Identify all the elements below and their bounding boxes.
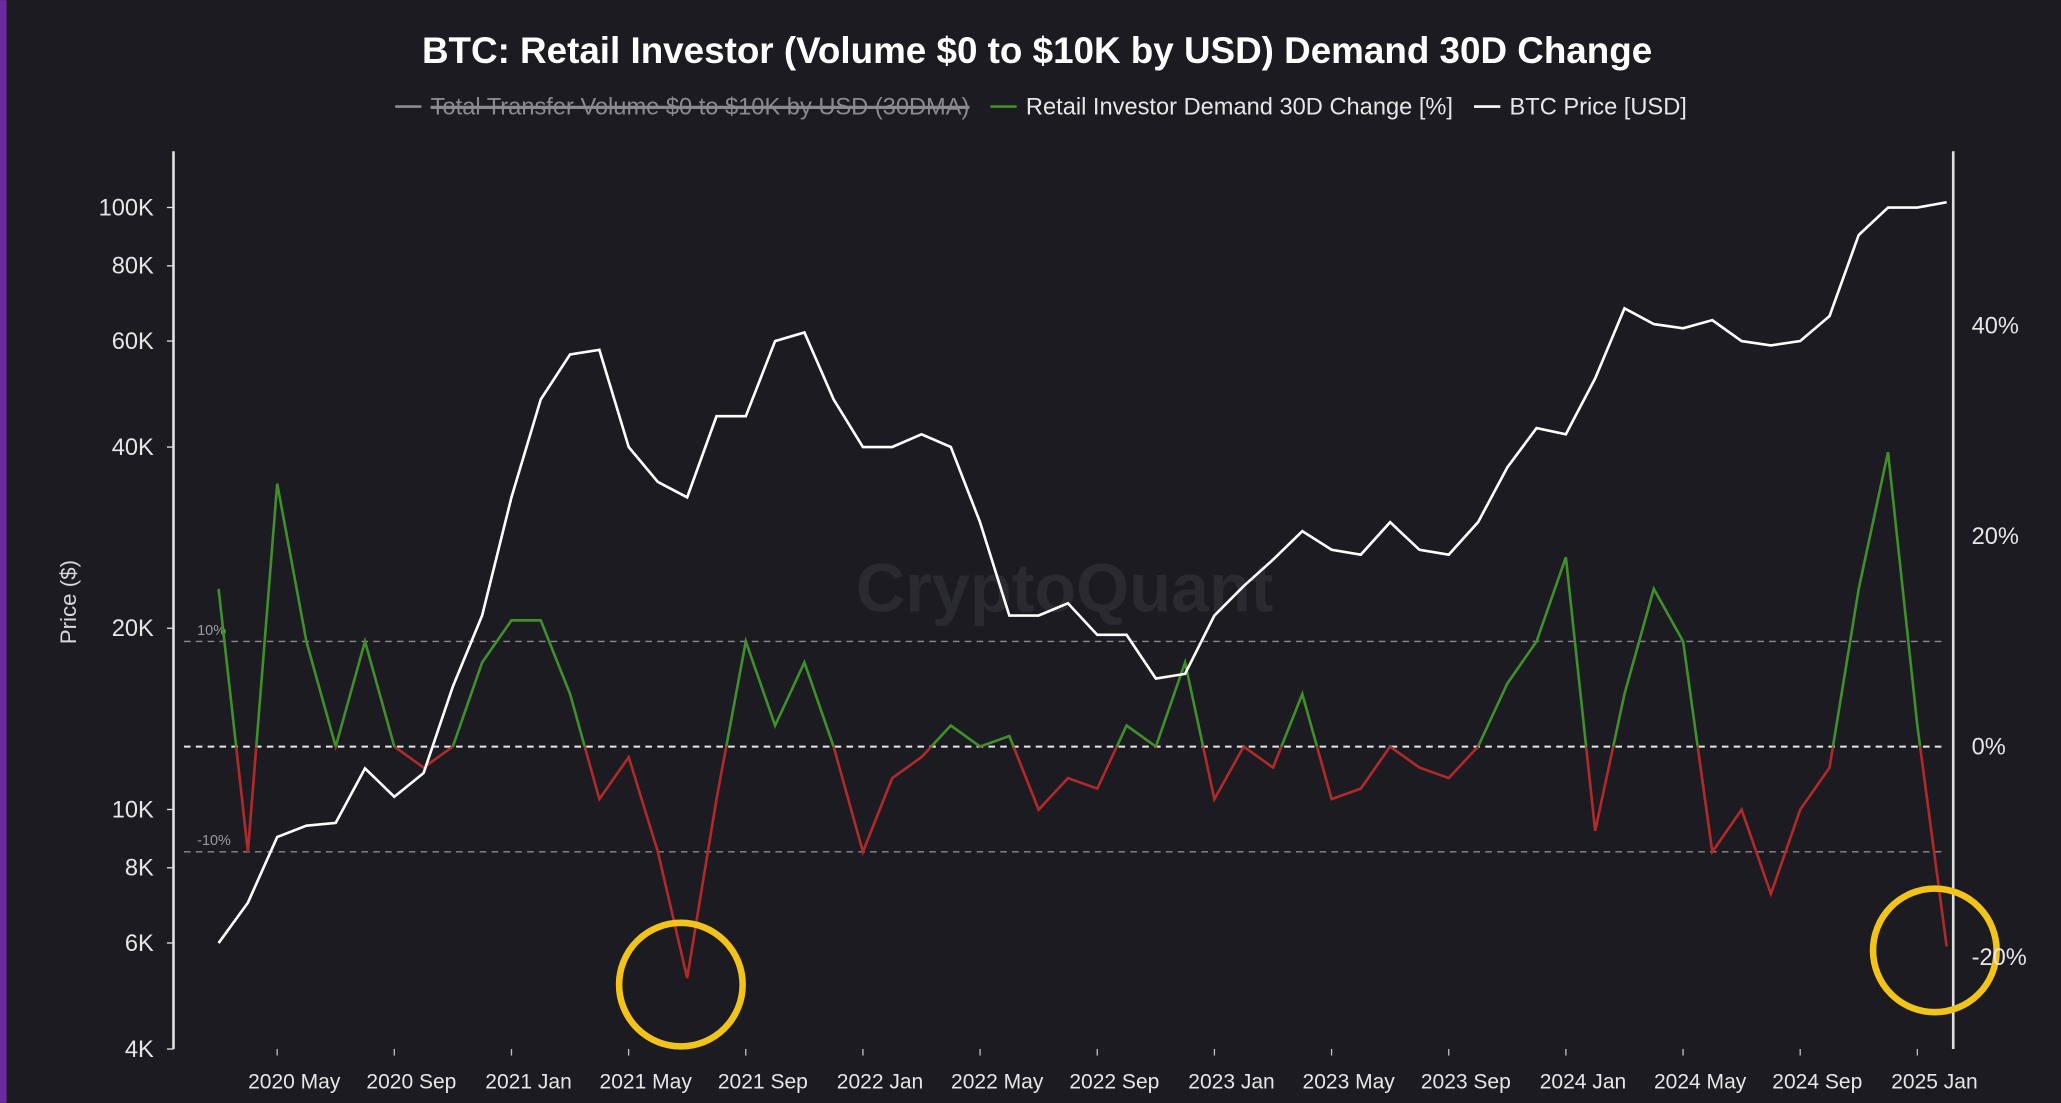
x-tick-label: 2024 May [1654, 1070, 1747, 1093]
y2-tick-label: -20% [1972, 945, 2027, 971]
y-tick-label: 6K [125, 931, 154, 957]
highlight-circle [1869, 885, 2000, 1016]
y2-tick-label: 0% [1972, 734, 2006, 760]
plot-area: 10% -10% [184, 200, 1948, 979]
x-tick-label: 2023 Sep [1421, 1070, 1511, 1093]
y-tick-label: 80K [112, 254, 154, 280]
x-tick-label: 2024 Jan [1540, 1070, 1626, 1093]
series-line [217, 200, 1947, 944]
y-tick-label: 8K [125, 856, 154, 882]
y-axis-label: Price ($) [56, 560, 81, 644]
legend: Total Transfer Volume $0 to $10K by USD … [395, 94, 1687, 120]
y2-tick-label: 20% [1972, 524, 2019, 550]
x-tick-label: 2022 Sep [1069, 1070, 1159, 1093]
series-line-positive [217, 451, 1922, 747]
y-tick-label: 4K [125, 1037, 154, 1063]
reference-label: 10% [197, 623, 226, 639]
series-line-negative [234, 746, 1948, 979]
reference-label: -10% [197, 833, 231, 849]
legend-label: BTC Price [USD] [1510, 94, 1687, 120]
y-tick-label: 100K [99, 195, 154, 221]
x-tick-label: 2021 Sep [718, 1070, 808, 1093]
y2-tick-label: 40% [1972, 314, 2019, 340]
edge-strip [0, 0, 7, 1103]
y-tick-label: 10K [112, 797, 154, 823]
y-tick-label: 40K [112, 435, 154, 461]
x-tick-label: 2022 May [951, 1070, 1044, 1093]
x-tick-label: 2023 May [1303, 1070, 1396, 1093]
x-tick-label: 2022 Jan [837, 1070, 923, 1093]
chart-title: BTC: Retail Investor (Volume $0 to $10K … [422, 30, 1652, 71]
legend-label: Retail Investor Demand 30D Change [%] [1026, 94, 1453, 120]
x-tick-label: 2025 Jan [1891, 1070, 1977, 1093]
y-tick-label: 20K [112, 616, 154, 642]
x-tick-label: 2021 May [600, 1070, 693, 1093]
x-tick-label: 2020 May [248, 1070, 341, 1093]
x-tick-label: 2020 Sep [366, 1070, 456, 1093]
legend-label: Total Transfer Volume $0 to $10K by USD … [431, 94, 970, 120]
x-tick-label: 2023 Jan [1188, 1070, 1274, 1093]
x-tick-label: 2021 Jan [485, 1070, 571, 1093]
highlight-circle [615, 919, 746, 1050]
watermark: CryptoQuant [856, 550, 1274, 626]
x-tick-label: 2024 Sep [1772, 1070, 1862, 1093]
y-tick-label: 60K [112, 329, 154, 355]
